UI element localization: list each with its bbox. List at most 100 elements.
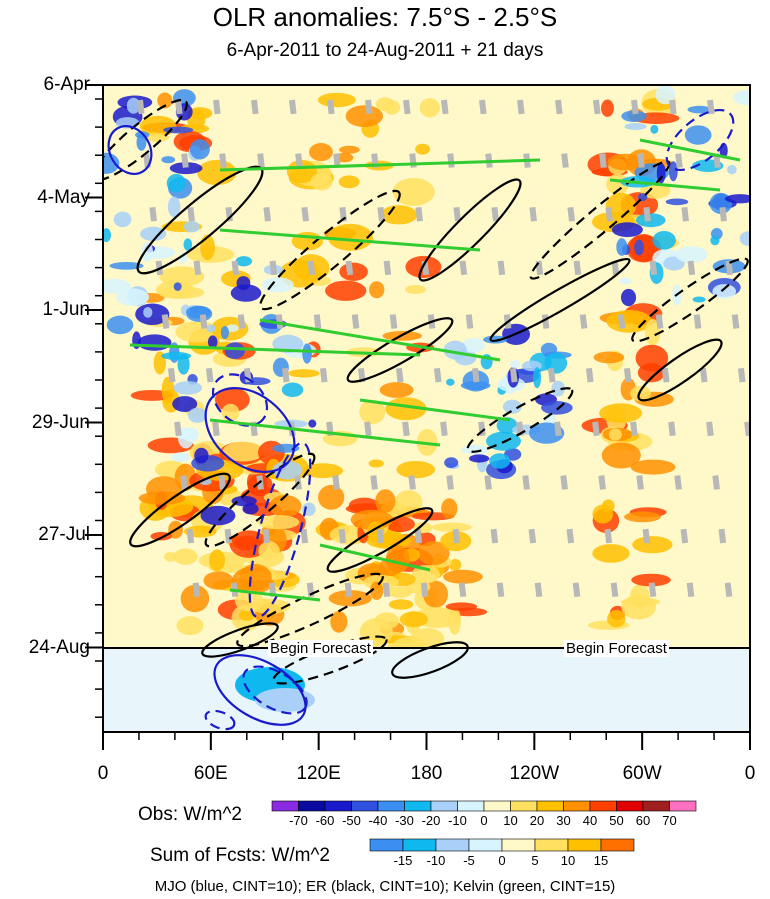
negative-anomaly-cell xyxy=(462,338,485,353)
positive-anomaly-cell xyxy=(396,460,436,479)
positive-anomaly-cell xyxy=(325,280,367,301)
positive-anomaly-cell xyxy=(388,599,414,610)
positive-anomaly-cell xyxy=(606,310,653,333)
missing-data-streak xyxy=(327,99,393,621)
positive-anomaly-cell xyxy=(338,175,360,189)
y-tick-label: 4-May xyxy=(37,186,90,208)
obs-legend-swatch xyxy=(510,800,538,812)
obs-legend-tick-label: -70 xyxy=(289,813,308,828)
obs-legend-swatch xyxy=(404,800,432,812)
fcst-legend-tick-label: 5 xyxy=(531,853,539,868)
positive-anomaly-cell xyxy=(209,549,226,572)
positive-anomaly-cell xyxy=(161,376,175,404)
negative-anomaly-cell xyxy=(143,306,153,318)
positive-anomaly-cell xyxy=(443,569,483,584)
plot-frame xyxy=(102,84,751,733)
positive-anomaly-cell xyxy=(410,628,445,649)
negative-anomaly-cell xyxy=(272,334,304,354)
positive-anomaly-cell xyxy=(431,522,472,532)
negative-anomaly-cell xyxy=(103,228,112,243)
obs-legend-tick-label: -50 xyxy=(342,813,361,828)
positive-anomaly-cell xyxy=(602,499,615,513)
positive-anomaly-cell xyxy=(309,143,333,162)
positive-anomaly-cell xyxy=(197,159,237,186)
negative-anomaly-cell xyxy=(173,282,182,291)
negative-anomaly-cell xyxy=(194,447,209,464)
obs-legend-tick-label: 50 xyxy=(609,813,624,828)
missing-data-streak xyxy=(555,99,621,621)
negative-anomaly-cell xyxy=(675,246,708,263)
missing-data-streak xyxy=(479,99,545,621)
obs-legend-swatch xyxy=(324,800,352,812)
negative-anomaly-cell xyxy=(469,454,490,463)
kelvin-contour xyxy=(319,543,431,572)
negative-anomaly-cell xyxy=(684,125,712,145)
x-tick-label: 60W xyxy=(622,763,662,784)
negative-anomaly-cell xyxy=(140,226,167,242)
obs-legend-swatch xyxy=(377,800,405,812)
positive-anomaly-cell xyxy=(339,262,368,281)
positive-anomaly-cell xyxy=(239,609,256,621)
negative-anomaly-cell xyxy=(620,288,637,307)
positive-anomaly-cell xyxy=(405,284,426,294)
kelvin-contour xyxy=(609,178,721,192)
positive-anomaly-cell xyxy=(302,463,344,479)
missing-data-streak xyxy=(593,99,659,621)
positive-anomaly-cell xyxy=(592,544,630,563)
x-tick-label: 0 xyxy=(744,763,756,784)
positive-anomaly-cell xyxy=(635,344,669,372)
positive-anomaly-cell xyxy=(380,205,418,225)
mjo-contour xyxy=(107,125,153,175)
forecast-region xyxy=(103,648,750,732)
positive-anomaly-cell xyxy=(328,590,372,607)
fcst-legend-swatch xyxy=(369,838,404,852)
positive-anomaly-cell xyxy=(330,611,348,633)
fcst-legend-tick-label: 10 xyxy=(560,853,576,868)
fcst-legend-title: Sum of Fcsts: W/m^2 xyxy=(150,845,330,866)
negative-anomaly-cell xyxy=(665,198,689,206)
positive-anomaly-cell xyxy=(359,399,386,425)
negative-anomaly-cell xyxy=(739,231,750,246)
obs-legend-swatch xyxy=(457,800,485,812)
positive-anomaly-cell xyxy=(339,145,360,154)
missing-data-streak xyxy=(137,99,203,621)
negative-anomaly-cell xyxy=(177,353,190,375)
positive-anomaly-cell xyxy=(138,491,186,505)
mjo-contour xyxy=(211,373,269,427)
negative-anomaly-cell xyxy=(712,284,737,299)
negative-anomaly-cell xyxy=(634,239,644,256)
negative-anomaly-cell xyxy=(189,139,210,160)
negative-anomaly-cell xyxy=(624,122,647,131)
negative-anomaly-cell xyxy=(710,235,720,246)
positive-anomaly-cell xyxy=(415,143,431,155)
negative-anomaly-cell xyxy=(551,380,566,397)
negative-anomaly-cell xyxy=(502,399,522,414)
kelvin-contour xyxy=(229,588,321,602)
negative-anomaly-cell xyxy=(621,110,647,122)
y-tick-label: 6-Apr xyxy=(43,74,90,95)
negative-anomaly-cell xyxy=(224,342,245,360)
negative-anomaly-cell xyxy=(281,382,304,398)
negative-anomaly-cell xyxy=(235,256,253,267)
mjo-contour xyxy=(242,665,308,715)
obs-legend-swatch xyxy=(563,800,591,812)
mjo-contour xyxy=(204,387,296,473)
negative-anomaly-cell xyxy=(509,359,521,369)
positive-anomaly-cell xyxy=(385,397,427,421)
positive-anomaly-cell xyxy=(369,581,384,600)
negative-anomaly-cell xyxy=(724,194,750,204)
er-contour xyxy=(529,160,671,280)
fcst-legend-tick-label: -15 xyxy=(393,853,413,868)
positive-anomaly-cell xyxy=(221,403,240,422)
positive-anomaly-cell xyxy=(287,369,320,378)
negative-anomaly-cell xyxy=(177,427,194,449)
fcst-legend-tick-label: -5 xyxy=(463,853,475,868)
x-tick-label: 120W xyxy=(509,763,560,784)
positive-anomaly-cell xyxy=(419,98,440,118)
missing-data-streak xyxy=(365,99,431,621)
negative-anomaly-cell xyxy=(171,452,191,463)
fcst-legend-swatch xyxy=(435,838,470,852)
obs-legend-tick-label: 0 xyxy=(480,813,488,828)
fcst-legend-tick-label: 0 xyxy=(498,853,506,868)
